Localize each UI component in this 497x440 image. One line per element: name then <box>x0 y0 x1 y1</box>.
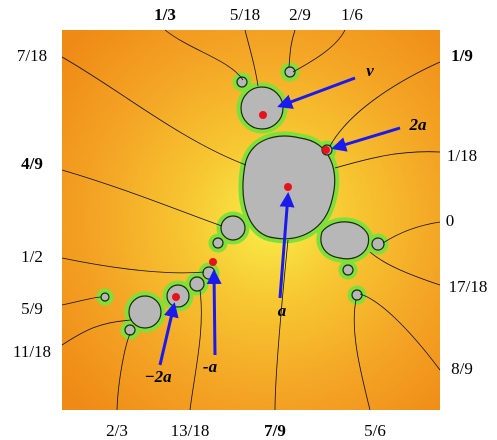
ray-label: 8/9 <box>451 359 473 378</box>
ray-label: 13/18 <box>171 421 210 440</box>
point-dot <box>259 111 267 119</box>
arrow <box>214 272 215 355</box>
ray-label: 2/9 <box>289 5 311 24</box>
ray-label: 5/9 <box>21 299 43 318</box>
point-dot <box>284 183 292 191</box>
ray-label: 11/18 <box>13 342 51 361</box>
point-label: -a <box>203 357 218 376</box>
point-label: 2a <box>409 115 428 134</box>
point-dot <box>172 293 180 301</box>
point-label: −2a <box>144 367 172 386</box>
point-dot <box>322 146 330 154</box>
point-label: a <box>278 301 287 320</box>
ray-label: 1/6 <box>341 5 363 24</box>
ray-label: 7/18 <box>17 46 47 65</box>
figure: 1/3 5/18 2/9 1/6 1/9 1/18 0 17/18 8/9 5/6 7/9 13/18… <box>0 0 497 440</box>
ray-label: 5/18 <box>230 5 260 24</box>
ray-label: 0 <box>446 211 455 230</box>
ray-label: 7/9 <box>264 421 286 440</box>
ray-label: 5/6 <box>364 421 386 440</box>
ray-label: 1/18 <box>447 146 477 165</box>
point-label: v <box>366 61 374 80</box>
ray-label: 1/2 <box>21 247 43 266</box>
ray-label: 17/18 <box>449 277 488 296</box>
ray-label: 1/9 <box>451 46 473 65</box>
ray-label: 4/9 <box>21 154 43 173</box>
ray-label: 1/3 <box>154 5 176 24</box>
point-dot <box>209 258 217 266</box>
ray-label: 2/3 <box>106 421 128 440</box>
